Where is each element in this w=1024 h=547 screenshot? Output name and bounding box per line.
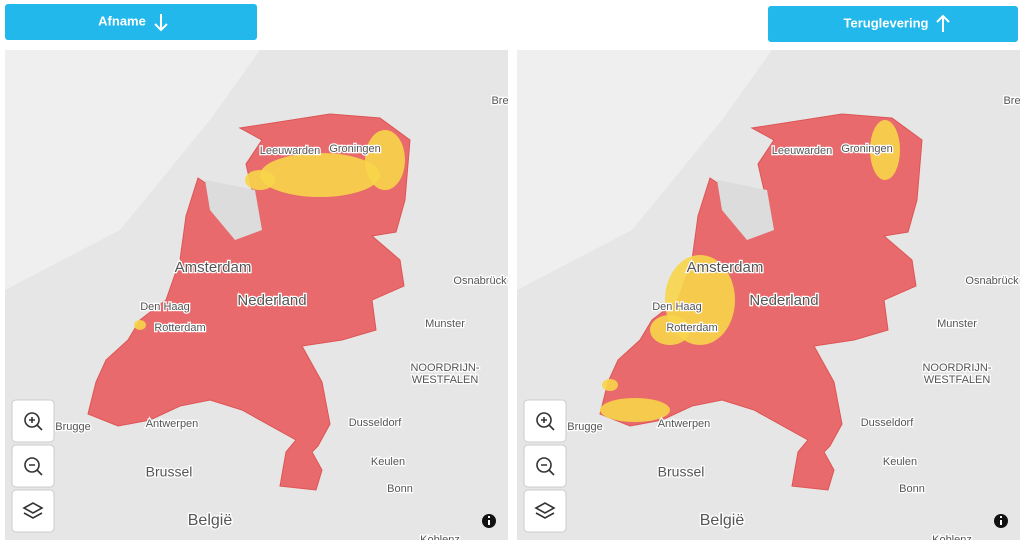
capacity-area	[650, 315, 690, 345]
zoom-in-button[interactable]	[11, 399, 55, 443]
control-bg[interactable]	[11, 399, 55, 443]
map-label: Rotterdam	[154, 322, 205, 334]
capacity-area	[245, 170, 275, 190]
zoom-out-button[interactable]	[523, 444, 567, 488]
map-label: Antwerpen	[658, 418, 711, 430]
info-dot[interactable]	[1000, 516, 1002, 518]
map-label: Nederland	[749, 292, 818, 309]
icon[interactable]	[536, 412, 552, 428]
icon[interactable]	[29, 417, 43, 431]
lake	[717, 180, 774, 240]
map-label: Groningen	[841, 143, 892, 155]
map-label: Munster	[425, 318, 465, 330]
map-label: België	[188, 512, 233, 529]
map-label: Keulen	[883, 456, 917, 468]
zoom-out-button[interactable]	[11, 444, 55, 488]
control-bg[interactable]	[523, 444, 567, 488]
control-bg[interactable]	[523, 489, 567, 533]
info-button[interactable]	[994, 514, 1008, 528]
icon[interactable]	[536, 457, 552, 473]
capacity-area	[600, 398, 670, 422]
map-label: Munster	[937, 318, 977, 330]
control-bg[interactable]	[11, 489, 55, 533]
map-label: Bonn	[387, 483, 413, 495]
control-bg[interactable]	[11, 444, 55, 488]
lake	[205, 180, 262, 240]
map-label: België	[700, 512, 745, 529]
button-afname[interactable]: Afname	[5, 4, 257, 40]
map-label: Koblenz	[932, 534, 972, 546]
info-i[interactable]	[488, 520, 490, 525]
map-label: NOORDRIJN-	[922, 362, 991, 374]
map-label: Amsterdam	[687, 259, 764, 276]
map-label: Amsterdam	[175, 259, 252, 276]
country-shape	[87, 113, 411, 491]
icon[interactable]	[541, 464, 555, 476]
map-label: Osnabrück	[453, 275, 507, 287]
map-label: Brugge	[567, 421, 602, 433]
map: Leeuwarden Groningen Amsterdam Den Haag Rott…	[517, 50, 1020, 546]
map-label: Dusseldorf	[349, 417, 403, 429]
control-bg[interactable]	[523, 399, 567, 443]
zoom-in-button[interactable]	[523, 399, 567, 443]
map-label: Den Haag	[140, 301, 190, 313]
map-label: Leeuwarden	[772, 145, 833, 157]
sea	[517, 50, 772, 290]
map-label: Leeuwarden	[260, 145, 321, 157]
map-label: Antwerpen	[146, 418, 199, 430]
capacity-area	[870, 120, 900, 180]
icon[interactable]	[24, 457, 40, 473]
map-label: Groningen	[329, 143, 380, 155]
map-label: Brussel	[658, 464, 705, 480]
map-label: Bre	[1003, 95, 1020, 107]
capacity-area	[602, 379, 618, 391]
map-label: NOORDRIJN-	[410, 362, 479, 374]
icon[interactable]	[534, 502, 556, 519]
layers-button[interactable]	[11, 489, 55, 533]
map-label: Brussel	[146, 464, 193, 480]
map-label: Rotterdam	[666, 322, 717, 334]
map-label: Bre	[491, 95, 508, 107]
map-label: Keulen	[371, 456, 405, 468]
icon[interactable]	[541, 417, 555, 431]
icon[interactable]	[22, 502, 44, 519]
map-label: Koblenz	[420, 534, 460, 546]
button-label[interactable]: Afname	[98, 13, 146, 28]
sea	[5, 50, 260, 290]
map: Leeuwarden Groningen Amsterdam Den Haag Rott…	[5, 50, 508, 546]
country-shape	[599, 113, 923, 491]
info-button[interactable]	[482, 514, 496, 528]
info-i[interactable]	[1000, 520, 1002, 525]
map-label: Den Haag	[652, 301, 702, 313]
map-label: WESTFALEN	[412, 374, 479, 386]
layers-button[interactable]	[523, 489, 567, 533]
icon[interactable]	[29, 464, 43, 476]
map-label: Osnabrück	[965, 275, 1019, 287]
map-label: Dusseldorf	[861, 417, 915, 429]
map-label: WESTFALEN	[924, 374, 991, 386]
map-label: Nederland	[237, 292, 306, 309]
button-teruglevering[interactable]: Teruglevering	[768, 6, 1018, 42]
capacity-area	[134, 320, 146, 330]
button-label[interactable]: Teruglevering	[843, 15, 928, 30]
map-label: Bonn	[899, 483, 925, 495]
capacity-area	[260, 153, 380, 197]
capacity-area	[365, 130, 405, 190]
map-label: Brugge	[55, 421, 90, 433]
icon[interactable]	[24, 412, 40, 428]
info-dot[interactable]	[488, 516, 490, 518]
